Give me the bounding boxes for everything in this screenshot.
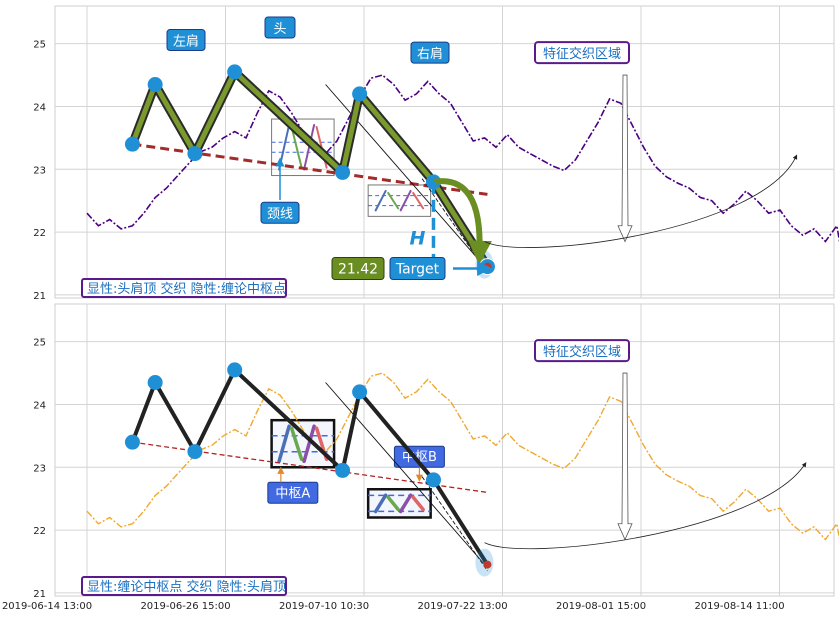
zigzag-node bbox=[425, 472, 441, 488]
y-tick-label: 25 bbox=[33, 338, 46, 349]
pattern-label-box bbox=[260, 201, 300, 224]
target-value: 21.42 bbox=[338, 261, 378, 277]
feature-zone-label: 特征交织区域 bbox=[543, 344, 621, 360]
y-tick-label: 25 bbox=[33, 40, 46, 51]
y-tick-label: 21 bbox=[33, 291, 46, 302]
projection-arc bbox=[484, 462, 807, 550]
x-tick-label: 2019-06-14 13:00 bbox=[2, 601, 92, 612]
zigzag-node bbox=[147, 374, 163, 390]
y-tick-label: 24 bbox=[33, 400, 46, 411]
y-tick-label: 23 bbox=[33, 463, 46, 474]
zone-stroke bbox=[277, 424, 291, 464]
feature-zone-label-box bbox=[534, 41, 630, 65]
pattern-label: 颈线 bbox=[267, 207, 293, 222]
pattern-label-box bbox=[264, 16, 296, 39]
y-tick-label: 22 bbox=[33, 526, 46, 537]
target-label: Target bbox=[395, 261, 440, 277]
zigzag-node bbox=[227, 64, 243, 80]
projection-arc bbox=[484, 154, 798, 248]
zigzag-node bbox=[352, 86, 368, 102]
breakdown-arrow bbox=[432, 178, 492, 265]
zone-stroke bbox=[411, 495, 425, 512]
zone-stroke bbox=[289, 426, 304, 462]
feature-pointer bbox=[617, 372, 633, 541]
target-value-box bbox=[331, 256, 385, 280]
zone-stroke bbox=[302, 424, 316, 464]
zone-box bbox=[271, 118, 335, 177]
price-series bbox=[86, 74, 839, 243]
x-tick-label: 2019-07-10 10:30 bbox=[279, 601, 369, 612]
zigzag-node bbox=[187, 444, 203, 460]
price-series bbox=[86, 372, 839, 541]
pattern-label: 右肩 bbox=[417, 46, 443, 62]
zigzag-series bbox=[130, 69, 490, 268]
panel-caption: 显性:头肩顶 交织 隐性:缠论中枢点 bbox=[87, 281, 286, 297]
y-tick-label: 21 bbox=[33, 589, 46, 600]
zigzag-node bbox=[124, 434, 140, 450]
y-tick-label: 24 bbox=[33, 102, 46, 113]
x-tick-label: 2019-08-01 15:00 bbox=[556, 601, 646, 612]
trend-line bbox=[421, 178, 488, 274]
zigzag-series bbox=[130, 367, 490, 566]
feature-pointer bbox=[617, 74, 633, 243]
zone-label-box bbox=[267, 481, 319, 504]
zigzag-node bbox=[187, 146, 203, 162]
zigzag-node bbox=[335, 462, 351, 478]
caption-box bbox=[81, 576, 287, 596]
zone-stroke bbox=[373, 493, 388, 514]
zone-stroke bbox=[386, 495, 400, 512]
y-tick-label: 23 bbox=[33, 165, 46, 176]
zone-stroke bbox=[374, 189, 387, 212]
pattern-label: 左肩 bbox=[173, 34, 199, 50]
trend-line bbox=[421, 476, 488, 572]
pattern-label: 头 bbox=[273, 22, 286, 37]
zigzag-node bbox=[335, 164, 351, 180]
x-tick-label: 2019-07-22 13:00 bbox=[417, 601, 507, 612]
zone-stroke bbox=[398, 493, 413, 514]
zigzag-node bbox=[227, 362, 243, 378]
x-tick-label: 2019-06-26 15:00 bbox=[140, 601, 230, 612]
measure-h-label: H bbox=[409, 228, 425, 250]
pattern-label-box bbox=[410, 41, 450, 64]
caption-box bbox=[81, 278, 287, 298]
target-node-core bbox=[483, 262, 492, 271]
zigzag-node bbox=[124, 136, 140, 152]
target-node bbox=[483, 560, 492, 569]
zigzag-node bbox=[352, 384, 368, 400]
trend-line bbox=[325, 382, 488, 569]
zone-stroke bbox=[399, 189, 412, 212]
zigzag-node bbox=[147, 76, 163, 92]
zone-stroke bbox=[412, 191, 425, 210]
zone-label: 中枢A bbox=[275, 486, 310, 501]
zone-stroke bbox=[387, 191, 400, 210]
zone-stroke bbox=[290, 126, 303, 169]
zone-box bbox=[367, 184, 432, 217]
feature-zone-label-box bbox=[534, 339, 630, 363]
target-label-box bbox=[389, 256, 446, 280]
pattern-label-box bbox=[166, 29, 206, 52]
zone-box bbox=[270, 418, 336, 469]
y-tick-label: 22 bbox=[33, 228, 46, 239]
panel-caption: 显性:缠论中枢点 交织 隐性:头肩顶 bbox=[87, 579, 286, 595]
x-tick-label: 2019-08-14 11:00 bbox=[694, 601, 784, 612]
feature-zone-label: 特征交织区域 bbox=[543, 46, 621, 62]
zone-box bbox=[366, 487, 432, 519]
